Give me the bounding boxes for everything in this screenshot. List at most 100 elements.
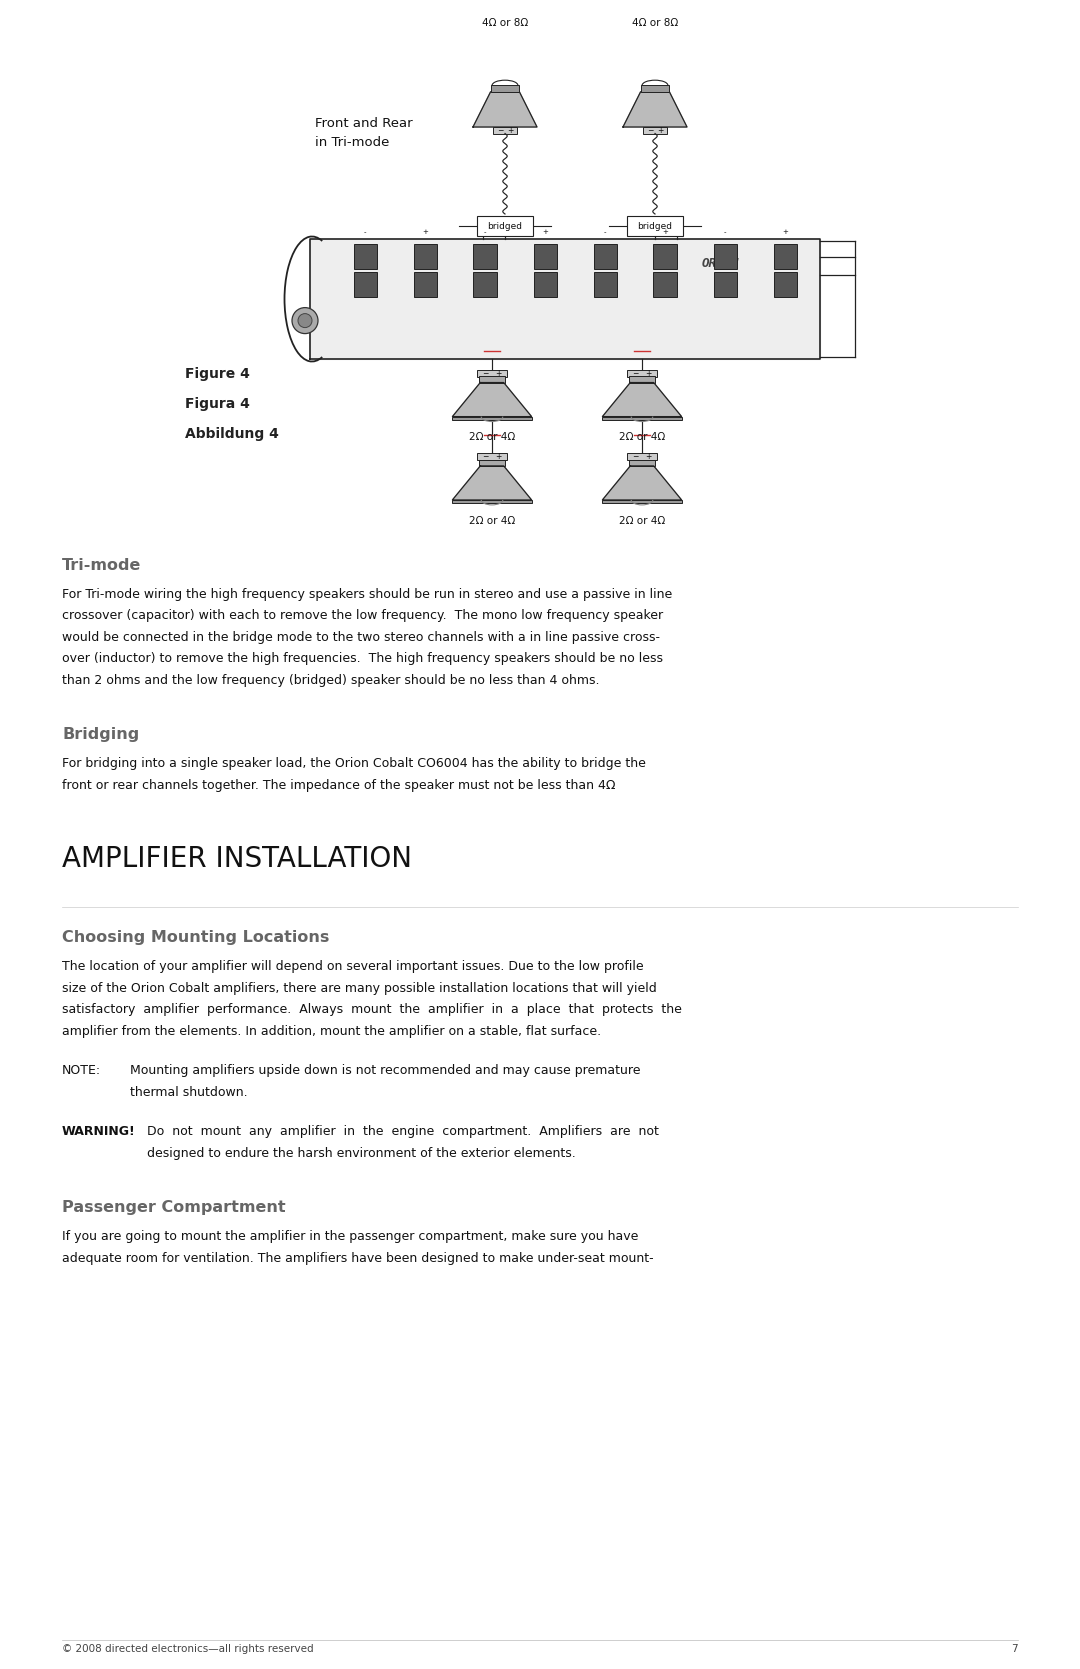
FancyBboxPatch shape bbox=[453, 501, 531, 502]
Text: +: + bbox=[507, 127, 513, 135]
Text: -: - bbox=[604, 229, 606, 235]
Text: −: − bbox=[632, 452, 638, 461]
Circle shape bbox=[292, 307, 318, 334]
FancyBboxPatch shape bbox=[603, 501, 681, 502]
Text: 2Ω or 4Ω: 2Ω or 4Ω bbox=[619, 516, 665, 526]
FancyBboxPatch shape bbox=[627, 215, 683, 235]
Text: -: - bbox=[484, 229, 486, 235]
Polygon shape bbox=[603, 382, 681, 417]
Text: −: − bbox=[497, 127, 503, 135]
Polygon shape bbox=[310, 239, 820, 359]
FancyBboxPatch shape bbox=[414, 244, 436, 269]
Text: +: + bbox=[496, 369, 502, 377]
Text: bridged: bridged bbox=[487, 222, 523, 230]
Text: © 2008 directed electronics—all rights reserved: © 2008 directed electronics—all rights r… bbox=[62, 1644, 313, 1654]
FancyBboxPatch shape bbox=[594, 244, 617, 269]
Text: crossover (capacitor) with each to remove the low frequency.  The mono low frequ: crossover (capacitor) with each to remov… bbox=[62, 609, 663, 623]
FancyBboxPatch shape bbox=[353, 244, 377, 269]
Text: +: + bbox=[542, 229, 548, 235]
Text: +: + bbox=[662, 229, 667, 235]
Text: 2Ω or 4Ω: 2Ω or 4Ω bbox=[619, 432, 665, 442]
Text: would be connected in the bridge mode to the two stereo channels with a in line : would be connected in the bridge mode to… bbox=[62, 631, 660, 644]
FancyBboxPatch shape bbox=[476, 371, 508, 377]
Text: Abbildung 4: Abbildung 4 bbox=[185, 427, 279, 441]
Text: WARNING!: WARNING! bbox=[62, 1125, 136, 1138]
FancyBboxPatch shape bbox=[773, 244, 797, 269]
FancyBboxPatch shape bbox=[644, 127, 666, 134]
Polygon shape bbox=[623, 92, 687, 127]
FancyBboxPatch shape bbox=[714, 272, 737, 297]
Text: −: − bbox=[482, 452, 488, 461]
FancyBboxPatch shape bbox=[640, 85, 670, 92]
FancyBboxPatch shape bbox=[534, 244, 556, 269]
Text: Mounting amplifiers upside down is not recommended and may cause premature: Mounting amplifiers upside down is not r… bbox=[130, 1065, 640, 1077]
Text: 7: 7 bbox=[1011, 1644, 1018, 1654]
FancyBboxPatch shape bbox=[473, 244, 497, 269]
Text: Figura 4: Figura 4 bbox=[185, 397, 249, 411]
Text: 2Ω or 4Ω: 2Ω or 4Ω bbox=[469, 432, 515, 442]
Circle shape bbox=[298, 314, 312, 327]
Text: AMPLIFIER INSTALLATION: AMPLIFIER INSTALLATION bbox=[62, 845, 411, 873]
Text: bridged: bridged bbox=[637, 222, 673, 230]
FancyBboxPatch shape bbox=[653, 244, 676, 269]
Text: size of the Orion Cobalt amplifiers, there are many possible installation locati: size of the Orion Cobalt amplifiers, the… bbox=[62, 981, 657, 995]
FancyBboxPatch shape bbox=[630, 376, 654, 382]
FancyBboxPatch shape bbox=[594, 272, 617, 297]
Text: +: + bbox=[422, 229, 428, 235]
Text: satisfactory  amplifier  performance.  Always  mount  the  amplifier  in  a  pla: satisfactory amplifier performance. Alwa… bbox=[62, 1003, 681, 1016]
Text: For Tri-mode wiring the high frequency speakers should be run in stereo and use : For Tri-mode wiring the high frequency s… bbox=[62, 587, 672, 601]
FancyBboxPatch shape bbox=[490, 85, 519, 92]
Text: −: − bbox=[647, 127, 653, 135]
Text: 4Ω or 8Ω: 4Ω or 8Ω bbox=[632, 18, 678, 28]
Text: +: + bbox=[496, 452, 502, 461]
Text: +: + bbox=[646, 452, 652, 461]
Text: Do  not  mount  any  amplifier  in  the  engine  compartment.  Amplifiers  are  : Do not mount any amplifier in the engine… bbox=[147, 1125, 659, 1138]
Text: Choosing Mounting Locations: Choosing Mounting Locations bbox=[62, 930, 329, 945]
Text: −: − bbox=[632, 369, 638, 377]
FancyBboxPatch shape bbox=[480, 459, 504, 466]
Text: -: - bbox=[724, 229, 726, 235]
Text: adequate room for ventilation. The amplifiers have been designed to make under-s: adequate room for ventilation. The ampli… bbox=[62, 1252, 653, 1265]
Polygon shape bbox=[473, 92, 537, 127]
Text: ORION: ORION bbox=[701, 257, 739, 270]
FancyBboxPatch shape bbox=[480, 376, 504, 382]
Text: Tri-mode: Tri-mode bbox=[62, 557, 141, 572]
FancyBboxPatch shape bbox=[603, 417, 681, 421]
FancyBboxPatch shape bbox=[477, 215, 534, 235]
FancyBboxPatch shape bbox=[453, 417, 531, 421]
Text: over (inductor) to remove the high frequencies.  The high frequency speakers sho: over (inductor) to remove the high frequ… bbox=[62, 653, 663, 666]
Text: than 2 ohms and the low frequency (bridged) speaker should be no less than 4 ohm: than 2 ohms and the low frequency (bridg… bbox=[62, 674, 599, 686]
Text: -: - bbox=[364, 229, 366, 235]
Text: The location of your amplifier will depend on several important issues. Due to t: The location of your amplifier will depe… bbox=[62, 960, 644, 973]
Text: NOTE:: NOTE: bbox=[62, 1065, 102, 1077]
Text: amplifier from the elements. In addition, mount the amplifier on a stable, flat : amplifier from the elements. In addition… bbox=[62, 1025, 602, 1038]
FancyBboxPatch shape bbox=[773, 272, 797, 297]
FancyBboxPatch shape bbox=[653, 272, 676, 297]
FancyBboxPatch shape bbox=[353, 272, 377, 297]
Text: If you are going to mount the amplifier in the passenger compartment, make sure : If you are going to mount the amplifier … bbox=[62, 1230, 638, 1243]
Text: Passenger Compartment: Passenger Compartment bbox=[62, 1200, 285, 1215]
Polygon shape bbox=[603, 466, 681, 501]
Text: 2Ω or 4Ω: 2Ω or 4Ω bbox=[469, 516, 515, 526]
Text: Bridging: Bridging bbox=[62, 728, 139, 743]
FancyBboxPatch shape bbox=[714, 244, 737, 269]
Polygon shape bbox=[453, 466, 531, 501]
Text: For bridging into a single speaker load, the Orion Cobalt CO6004 has the ability: For bridging into a single speaker load,… bbox=[62, 758, 646, 769]
FancyBboxPatch shape bbox=[630, 459, 654, 466]
Text: Figure 4: Figure 4 bbox=[185, 367, 249, 381]
FancyBboxPatch shape bbox=[534, 272, 556, 297]
FancyBboxPatch shape bbox=[494, 127, 516, 134]
FancyBboxPatch shape bbox=[414, 272, 436, 297]
Polygon shape bbox=[453, 382, 531, 417]
Text: +: + bbox=[646, 369, 652, 377]
Text: +: + bbox=[657, 127, 663, 135]
Text: Front and Rear
in Tri-mode: Front and Rear in Tri-mode bbox=[315, 117, 413, 149]
Text: thermal shutdown.: thermal shutdown. bbox=[130, 1087, 247, 1098]
FancyBboxPatch shape bbox=[473, 272, 497, 297]
Text: +: + bbox=[782, 229, 788, 235]
Text: designed to endure the harsh environment of the exterior elements.: designed to endure the harsh environment… bbox=[147, 1147, 576, 1160]
FancyBboxPatch shape bbox=[626, 454, 658, 461]
Text: 4Ω or 8Ω: 4Ω or 8Ω bbox=[482, 18, 528, 28]
Text: −: − bbox=[482, 369, 488, 377]
Text: front or rear channels together. The impedance of the speaker must not be less t: front or rear channels together. The imp… bbox=[62, 779, 616, 791]
